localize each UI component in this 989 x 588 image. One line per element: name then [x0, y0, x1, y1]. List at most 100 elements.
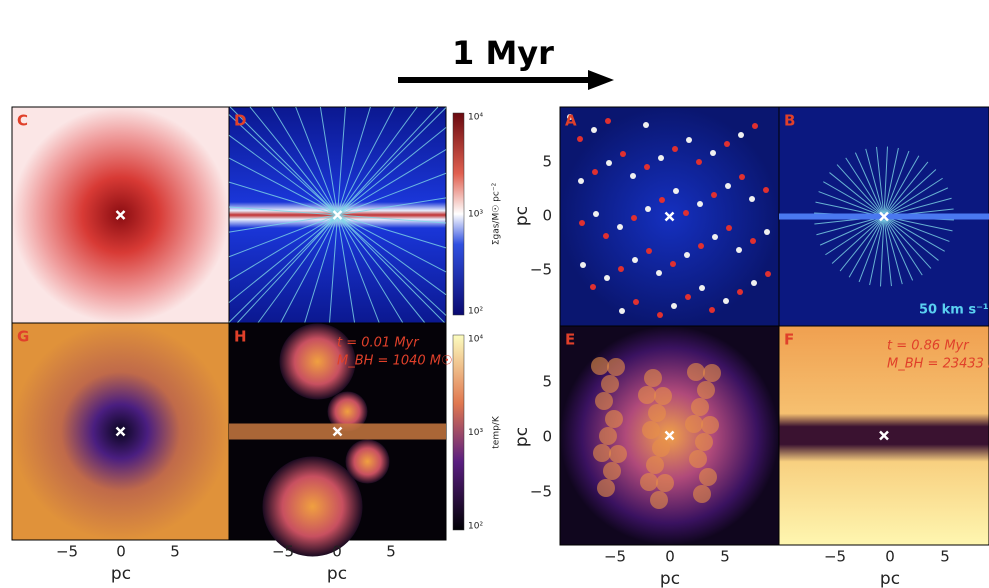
- velocity-line: [848, 216, 885, 278]
- clump: [643, 122, 649, 128]
- clump: [607, 358, 625, 376]
- y-axis-label: pc: [512, 206, 532, 226]
- clump: [609, 445, 627, 463]
- clump: [644, 369, 662, 387]
- x-tick-label: 5: [170, 543, 180, 561]
- clump: [671, 303, 677, 309]
- x-tick-label: −5: [604, 548, 626, 566]
- velocity-line: [228, 114, 338, 216]
- clump: [579, 220, 585, 226]
- clump: [648, 404, 666, 422]
- clump: [605, 410, 623, 428]
- clump: [591, 127, 597, 133]
- velocity-line: [823, 181, 885, 217]
- colorbar-tick: 10⁴: [468, 113, 483, 123]
- clump: [593, 211, 599, 217]
- panel-label: C: [17, 112, 28, 130]
- x-tick-label: −5: [272, 543, 294, 561]
- clump: [619, 308, 625, 314]
- velocity-line: [337, 106, 439, 216]
- clump: [632, 257, 638, 263]
- velocity-line: [883, 187, 949, 217]
- bh-marker: [115, 426, 126, 437]
- velocity-line: [883, 155, 920, 217]
- velocity-line: [883, 216, 914, 281]
- colorbar: [452, 334, 465, 531]
- clump: [652, 439, 670, 457]
- velocity-line: [337, 197, 447, 216]
- colorbar: [452, 112, 465, 316]
- blob: [279, 323, 356, 400]
- x-tick-label: 0: [885, 548, 895, 566]
- x-tick-label: 5: [720, 548, 730, 566]
- clump: [657, 312, 663, 318]
- clump: [658, 155, 664, 161]
- velocity-line: [319, 106, 338, 216]
- clump: [737, 289, 743, 295]
- y-tick-label: 5: [542, 373, 552, 391]
- clump: [763, 187, 769, 193]
- x-tick-label: 5: [386, 543, 396, 561]
- clump: [590, 284, 596, 290]
- clump: [670, 261, 676, 267]
- clump: [710, 150, 716, 156]
- x-tick-label: 0: [332, 543, 342, 561]
- clump: [595, 392, 613, 410]
- velocity-line: [295, 106, 338, 216]
- velocity-line: [337, 107, 447, 216]
- velocity-line: [854, 152, 885, 217]
- velocity-line: [883, 169, 937, 217]
- clump: [592, 169, 598, 175]
- velocity-line: [883, 177, 943, 217]
- velocity-line: [337, 214, 426, 324]
- velocity-line: [337, 106, 395, 216]
- clump: [752, 123, 758, 129]
- blob: [262, 456, 363, 557]
- clump: [683, 210, 689, 216]
- clump: [691, 398, 709, 416]
- clump: [654, 387, 672, 405]
- colorbar-tick: 10³: [468, 210, 483, 220]
- velocity-line: [337, 214, 447, 316]
- panel-label: B: [784, 112, 795, 130]
- velocity-line: [845, 157, 885, 217]
- clump: [630, 173, 636, 179]
- velocity-line: [229, 106, 338, 216]
- x-tick-label: 0: [665, 548, 675, 566]
- clump: [631, 215, 637, 221]
- velocity-line: [858, 216, 885, 283]
- clump: [695, 433, 713, 451]
- annotation: M_BH = 1040 M☉: [337, 354, 453, 369]
- clump: [644, 164, 650, 170]
- clump: [638, 386, 656, 404]
- panel-label: A: [565, 112, 577, 130]
- velocity-line: [280, 214, 338, 324]
- x-axis-label: pc: [880, 569, 900, 588]
- velocity-line: [883, 147, 899, 217]
- velocity-line: [337, 149, 447, 216]
- velocity-line: [337, 106, 371, 216]
- velocity-line: [831, 216, 885, 264]
- arrow-head: [588, 70, 614, 90]
- clump: [685, 294, 691, 300]
- clump: [597, 479, 615, 497]
- clump: [578, 178, 584, 184]
- velocity-line: [819, 216, 885, 246]
- clump: [698, 243, 704, 249]
- velocity-line: [883, 197, 952, 217]
- velocity-line: [836, 164, 885, 217]
- velocity-line: [337, 214, 380, 324]
- y-tick-label: −5: [530, 261, 552, 279]
- x-tick-label: −5: [56, 543, 78, 561]
- clump: [620, 151, 626, 157]
- clump: [697, 201, 703, 207]
- y-axis-label: pc: [512, 427, 532, 447]
- velocity-line: [337, 127, 447, 216]
- velocity-line: [816, 216, 885, 236]
- title: 1 Myr: [452, 34, 554, 72]
- clump: [696, 159, 702, 165]
- panel-label: D: [234, 112, 246, 130]
- velocity-line: [337, 214, 447, 296]
- velocity-line: [228, 214, 338, 258]
- velocity-line: [228, 214, 338, 233]
